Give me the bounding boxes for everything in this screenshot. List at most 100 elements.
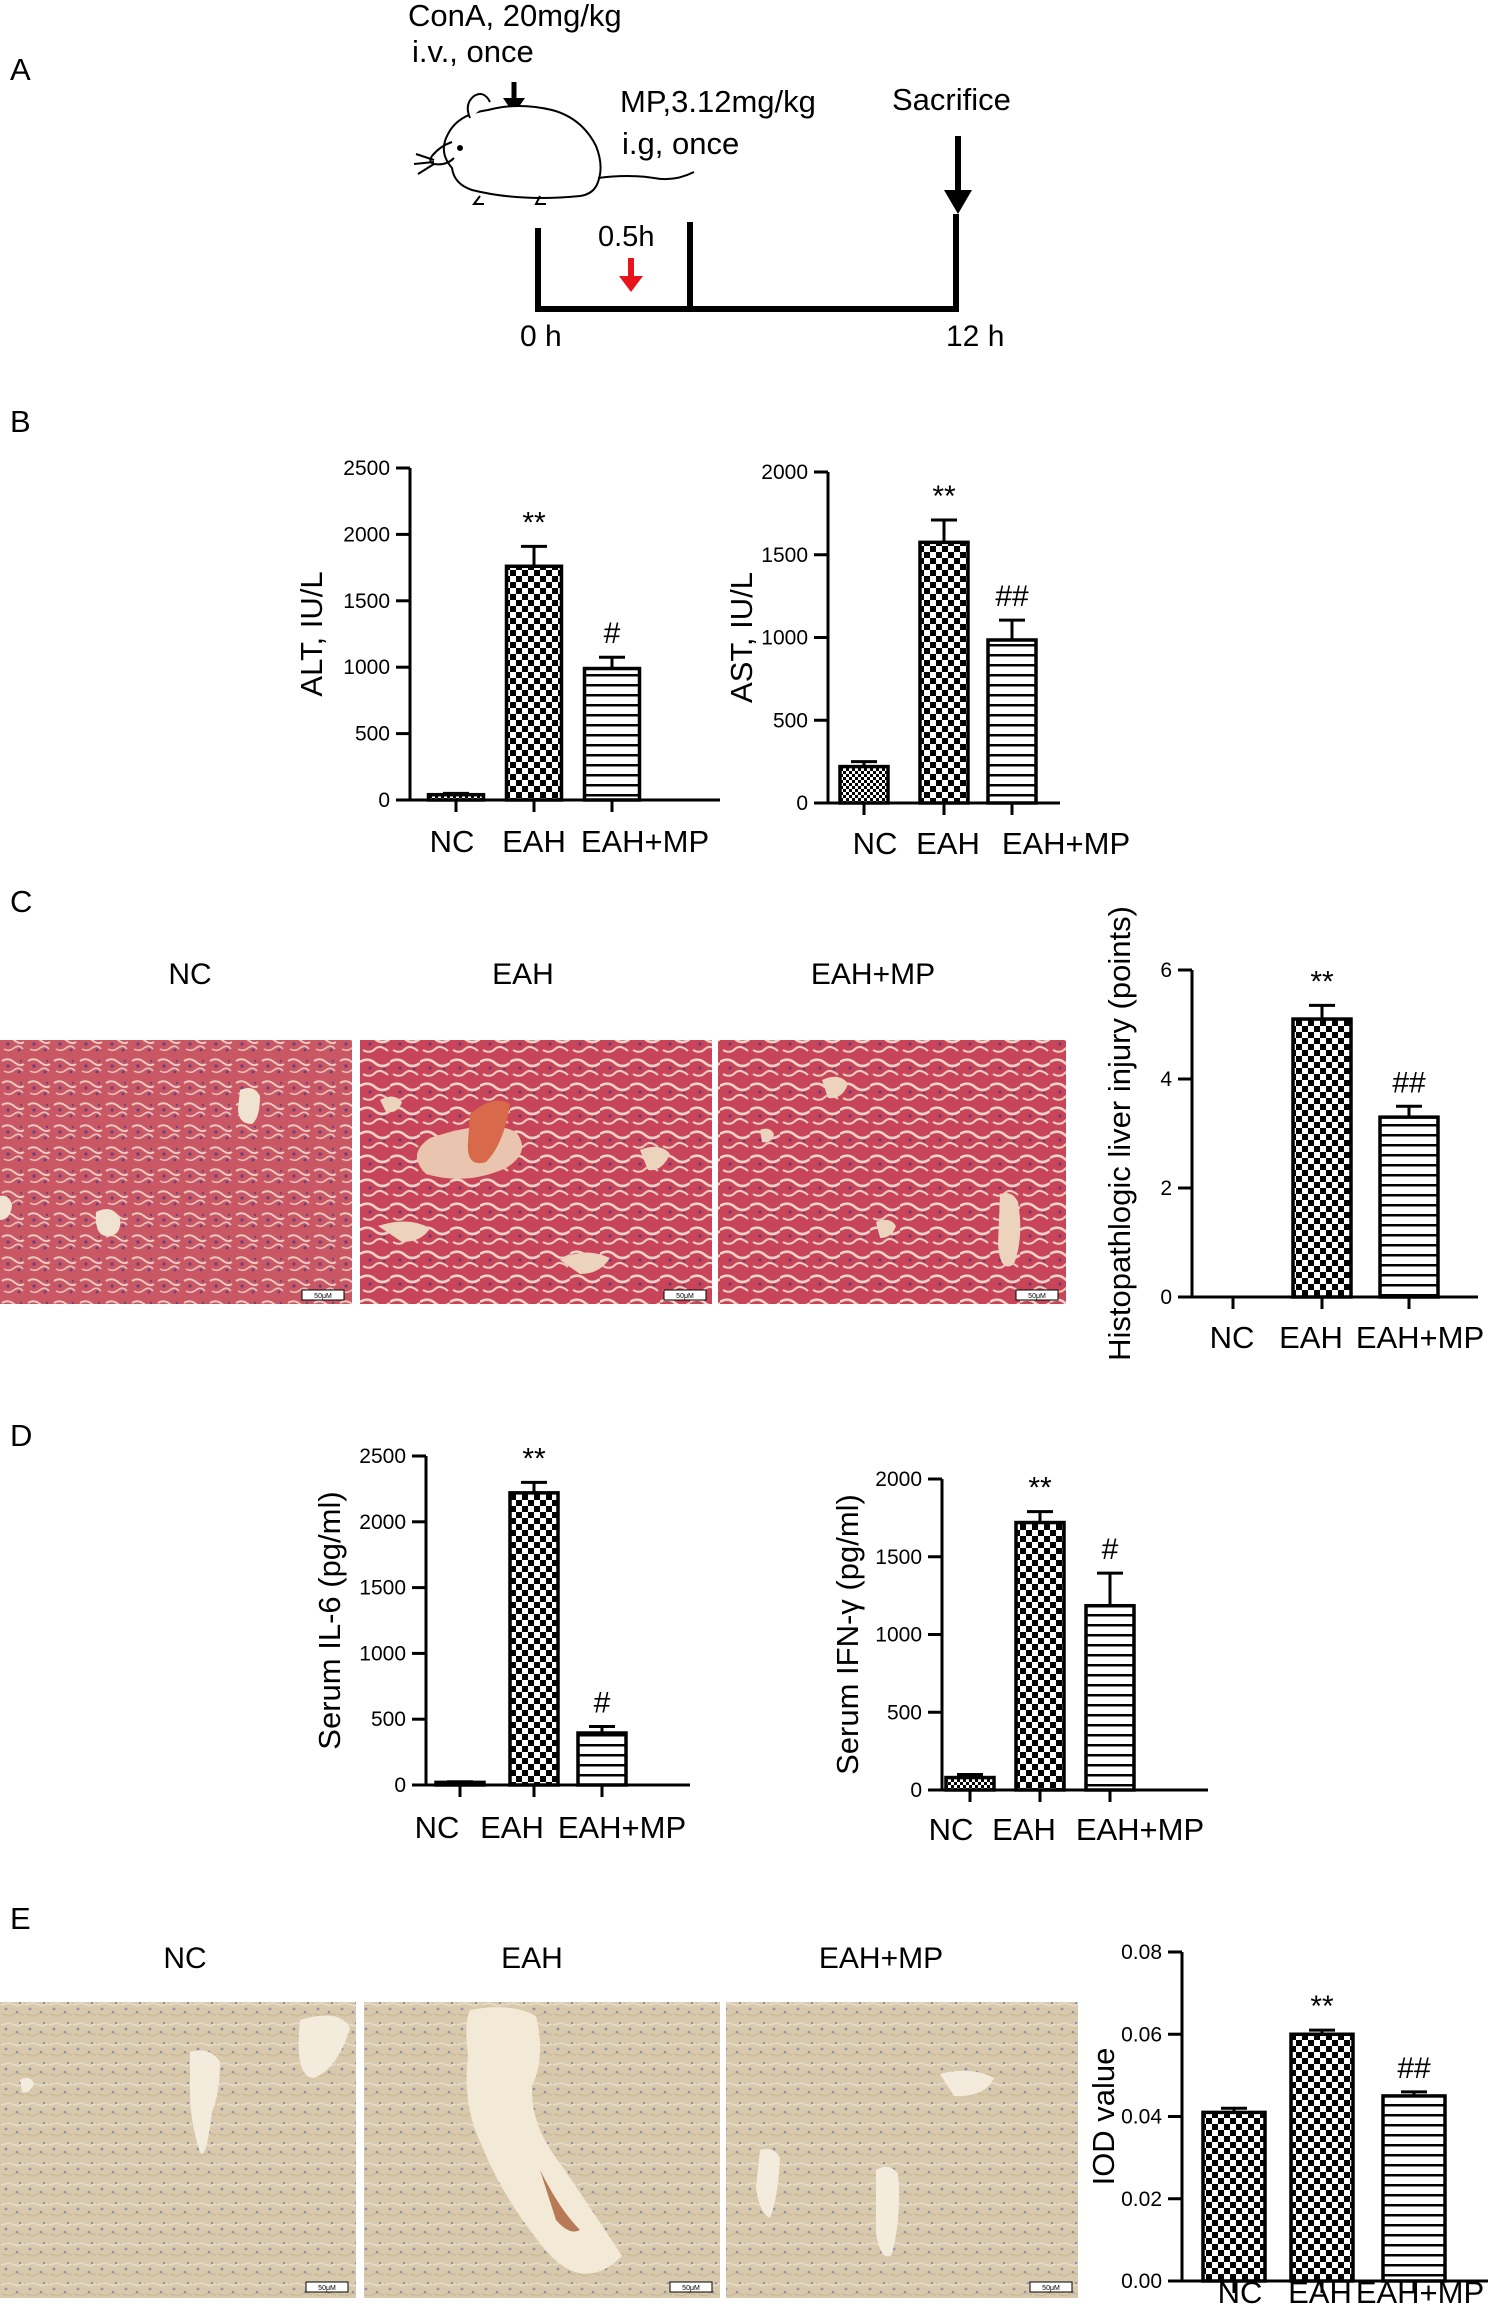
image-header-eah-c: EAH (492, 958, 554, 991)
y-axis-label: IOD value (1086, 2048, 1121, 2186)
y-tick-label: 1500 (359, 1577, 406, 1600)
bar-eah (508, 1491, 560, 1787)
chart-ifn-gamma: 0 500 1000 1500 2000 Serum IFN-γ (pg/ml) NC ** E… (830, 1468, 1208, 1847)
category-label: EAH (502, 824, 566, 859)
ihc-image-eah: 50μM (364, 2002, 720, 2298)
bar-eah-mp (1378, 1115, 1440, 1299)
category-label: EAH+MP (1076, 1812, 1204, 1847)
y-axis-label: ALT, IU/L (294, 571, 329, 696)
category-label: EAH+MP (1002, 826, 1130, 861)
category-label: NC (1210, 1320, 1255, 1355)
sacrifice-label: Sacrifice (892, 82, 1011, 117)
significance-label: ## (1397, 2052, 1431, 2085)
y-tick-label: 1000 (359, 1642, 406, 1665)
panel-letter-d: D (10, 1418, 32, 1453)
bar-eah (918, 540, 970, 805)
scale-bar-label: 50μM (314, 1293, 332, 1300)
cona-dose-label: ConA, 20mg/kg (408, 0, 622, 33)
y-tick-label: 0 (910, 1779, 922, 1802)
he-image-eah: 50μM (360, 1040, 712, 1304)
category-label: EAH+MP (1356, 1320, 1484, 1355)
category-label: EAH+MP (1356, 2275, 1484, 2310)
y-tick-label: 0 (796, 792, 808, 815)
timeline-diagram: ConA, 20mg/kg i.v., once MP,3.12mg/kg i.… (408, 0, 1011, 353)
y-tick-label: 1000 (761, 627, 808, 650)
significance-label: ** (522, 506, 546, 539)
significance-label: ** (522, 1442, 546, 1475)
significance-label: # (604, 617, 621, 650)
significance-label: # (1102, 1533, 1119, 1566)
chart-histopathology: 0 2 4 6 Histopathlogic liver injury (points)… (1102, 906, 1484, 1361)
image-header-eah-e: EAH (501, 1942, 563, 1975)
y-axis-label: AST, IU/L (724, 572, 759, 703)
time-twelve-label: 12 h (946, 320, 1004, 353)
y-tick-label: 0 (378, 789, 390, 812)
category-label: NC (415, 1810, 460, 1845)
image-header-nc-e: NC (163, 1942, 206, 1975)
y-tick-label: 2 (1160, 1177, 1172, 1200)
y-axis-label: Serum IL-6 (pg/ml) (312, 1491, 347, 1749)
y-axis-label: Serum IFN-γ (pg/ml) (830, 1494, 865, 1775)
panel-e-images: NC EAH EAH+MP 50μM 50μM 50μM (0, 1942, 1078, 2298)
bar-eah-mp (576, 1731, 628, 1787)
chart-il6: 0 500 1000 1500 2000 2500 Serum IL-6 (pg/ml) NC… (312, 1442, 690, 1845)
category-label: NC (1218, 2275, 1263, 2310)
panel-letter-a: A (10, 52, 31, 87)
mp-route-label: i.g, once (622, 126, 739, 161)
y-tick-label: 500 (773, 709, 808, 732)
y-tick-label: 2500 (343, 457, 390, 480)
he-image-nc: 50μM (0, 1040, 352, 1304)
time-zero-label: 0 h (520, 320, 562, 353)
chart-alt: 0 500 1000 1500 2000 2500 ALT, IU/L NC ** EAH # EAH… (294, 457, 720, 859)
chart-iod: 0.00 0.02 0.04 0.06 0.08 IOD value NC ** EAH ## EA… (1086, 1941, 1488, 2310)
y-tick-label: 1000 (343, 656, 390, 679)
significance-label: ** (1028, 1472, 1052, 1505)
category-label: EAH (992, 1812, 1056, 1847)
category-label: EAH (916, 826, 980, 861)
y-tick-label: 6 (1160, 959, 1172, 982)
y-tick-label: 2000 (343, 523, 390, 546)
he-image-eahmp: 50μM (718, 1040, 1066, 1304)
y-tick-label: 0.08 (1121, 1941, 1162, 1964)
bar-nc (944, 1775, 996, 1792)
y-tick-label: 1500 (761, 544, 808, 567)
scale-bar-label: 50μM (676, 1293, 694, 1300)
y-tick-label: 1500 (875, 1546, 922, 1569)
significance-label: ** (932, 480, 956, 513)
mp-red-arrow-icon (619, 258, 643, 292)
y-tick-label: 2500 (359, 1445, 406, 1468)
significance-label: # (594, 1686, 611, 1719)
y-tick-label: 0.06 (1121, 2023, 1162, 2046)
bar-eah (504, 564, 564, 802)
y-tick-label: 500 (887, 1701, 922, 1724)
chart-ast: 0 500 1000 1500 2000 AST, IU/L NC ** EAH ## EAH+MP (724, 461, 1130, 861)
y-tick-label: 0.04 (1121, 2106, 1162, 2129)
y-tick-label: 2000 (875, 1468, 922, 1491)
category-label: EAH+MP (558, 1810, 686, 1845)
y-tick-label: 1500 (343, 590, 390, 613)
category-label: EAH+MP (581, 824, 709, 859)
y-tick-label: 0 (1160, 1286, 1172, 1309)
cona-route-label: i.v., once (412, 34, 534, 69)
mouse-icon (413, 93, 695, 205)
y-tick-label: 0.00 (1121, 2270, 1162, 2293)
category-label: NC (430, 824, 475, 859)
panel-letter-c: C (10, 884, 32, 919)
bar-nc (1201, 2110, 1267, 2283)
panel-letter-e: E (10, 1901, 31, 1936)
significance-label: ** (1310, 1990, 1334, 2023)
y-tick-label: 0.02 (1121, 2188, 1162, 2211)
y-tick-label: 0 (394, 1774, 406, 1797)
panel-letter-b: B (10, 404, 31, 439)
bar-nc (838, 764, 890, 805)
scale-bar-label: 50μM (1028, 1293, 1046, 1300)
bar-eah-mp (1084, 1603, 1136, 1792)
mp-dose-label: MP,3.12mg/kg (620, 84, 816, 119)
y-axis-label: Histopathlogic liver injury (points) (1102, 906, 1137, 1361)
bar-eah (1289, 2032, 1355, 2283)
bar-eah-mp (1381, 2094, 1447, 2283)
y-tick-label: 1000 (875, 1624, 922, 1647)
scale-bar-label: 50μM (1042, 2285, 1060, 2292)
y-tick-label: 2000 (761, 461, 808, 484)
